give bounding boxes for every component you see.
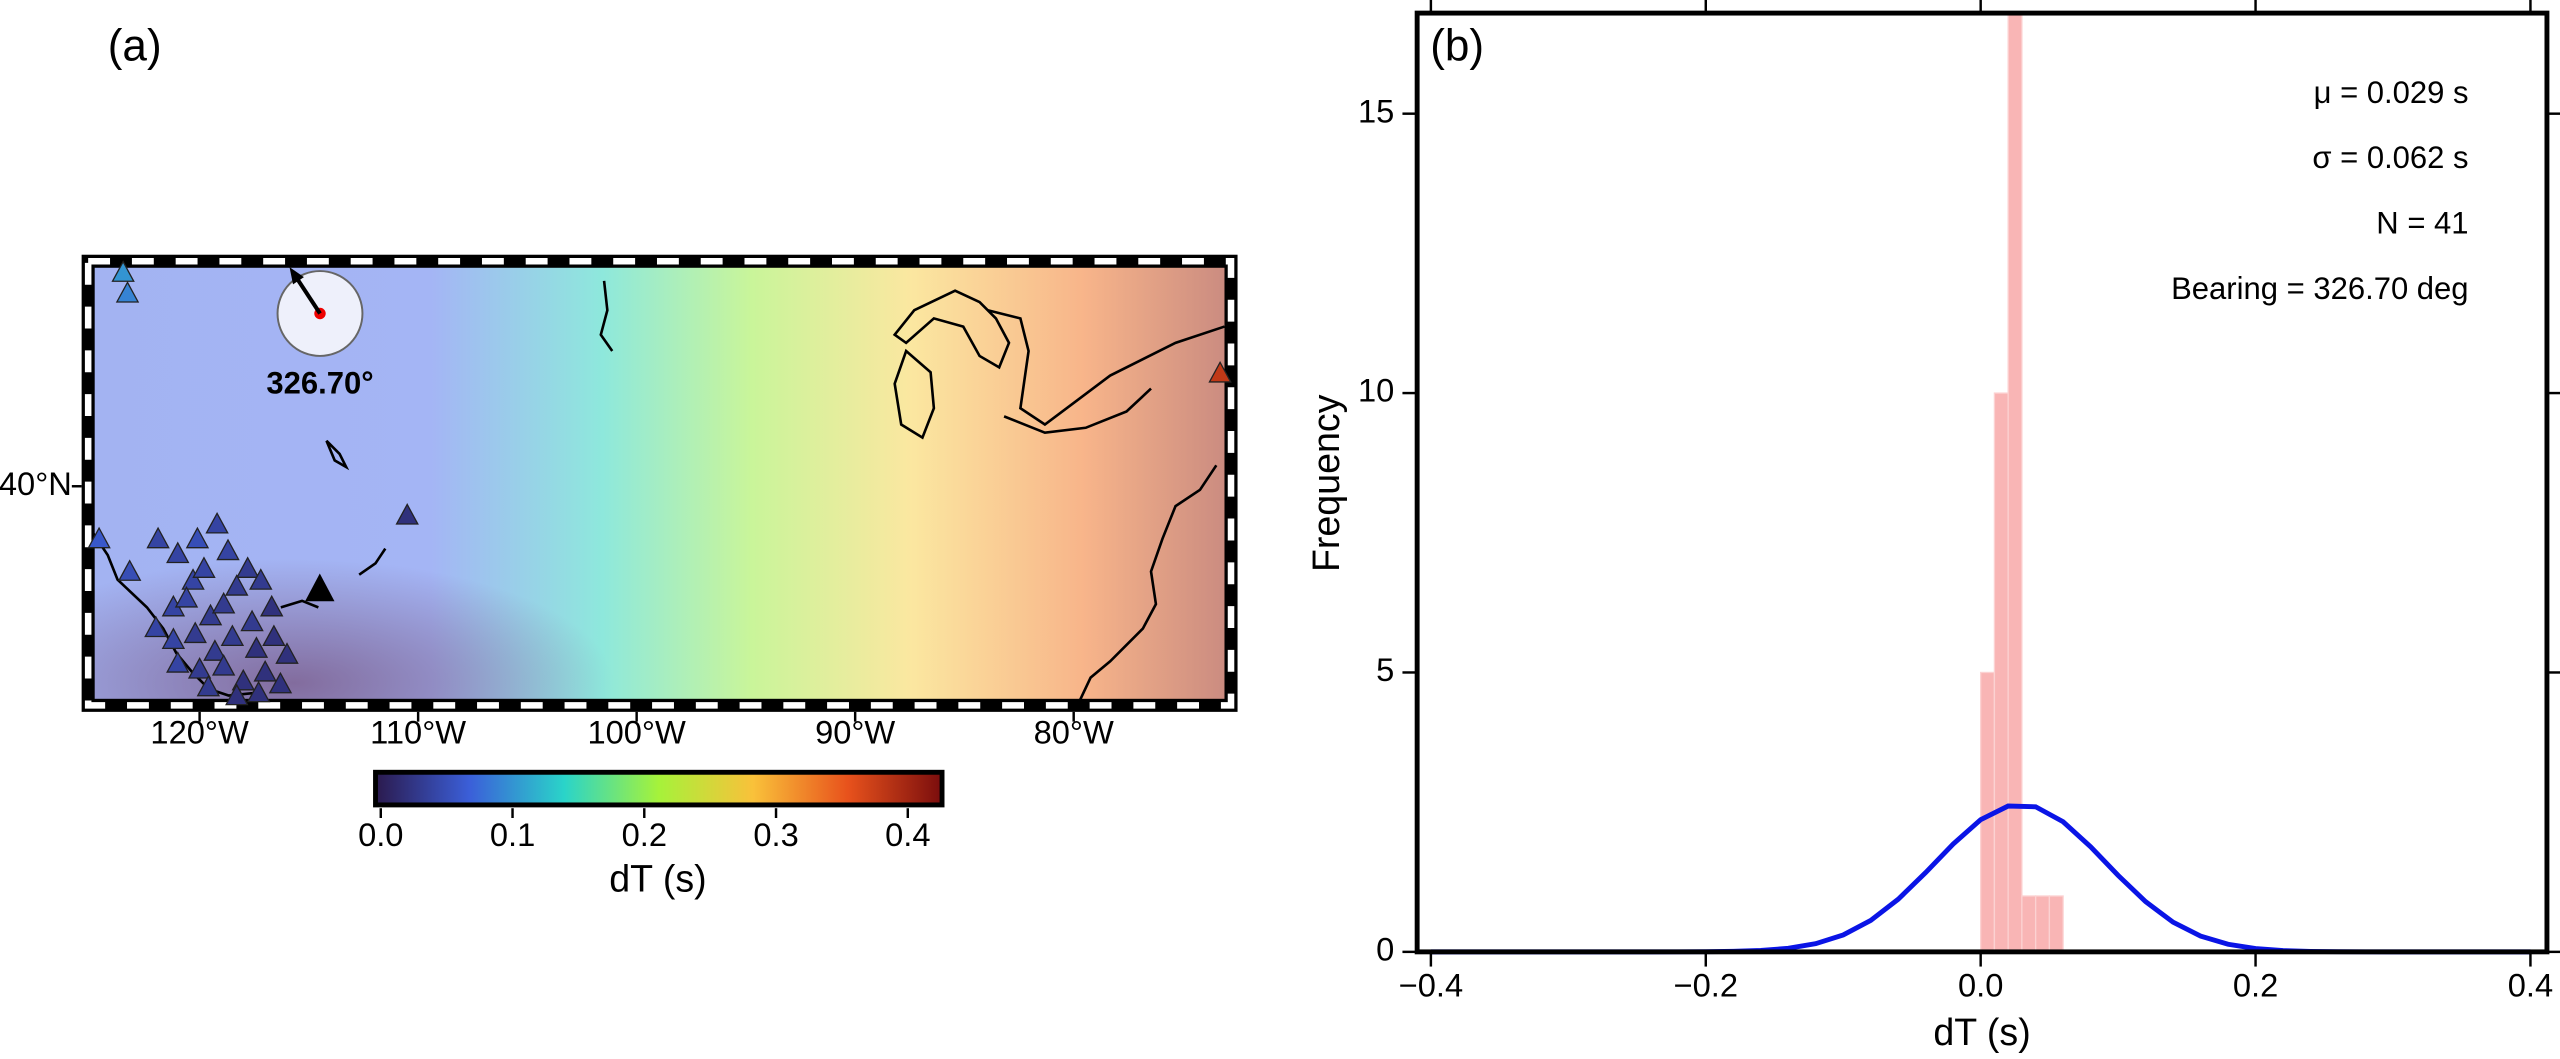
bar — [1993, 392, 2009, 952]
station — [253, 659, 277, 682]
y-tick-label: 10 — [1358, 372, 1394, 409]
station — [225, 574, 249, 596]
station — [249, 568, 273, 590]
annotation: σ = 0.062 s — [2312, 140, 2468, 175]
x-axis-label: dT (s) — [1933, 1011, 2030, 1053]
station — [211, 591, 236, 614]
histogram-panel: (b) dT (s) Frequency −0.4 −0.2 0.0 0.2 0.4 0 5… — [1305, 0, 2560, 1053]
bar — [2007, 13, 2023, 952]
reference-station — [305, 573, 335, 602]
station — [115, 281, 140, 303]
coastlines — [90, 280, 1225, 706]
map-frame-checker — [84, 257, 1235, 709]
station — [117, 559, 142, 581]
colorbar-tick-label: 0.1 — [490, 816, 535, 853]
y-tick-label: 0 — [1376, 930, 1394, 967]
station — [166, 651, 190, 673]
station — [183, 621, 207, 644]
station — [146, 526, 170, 549]
bar — [2034, 895, 2051, 952]
colorbar-tick-label: 0.3 — [753, 816, 798, 853]
station — [220, 624, 245, 647]
y-tick-label: 5 — [1376, 651, 1394, 688]
annotation: N = 41 — [2376, 206, 2468, 241]
station — [144, 615, 168, 638]
station — [244, 636, 269, 658]
station — [185, 526, 210, 549]
station — [198, 603, 223, 626]
colorbar-tick-label: 0.4 — [885, 816, 930, 853]
y-tick-label: 40°N — [0, 465, 72, 502]
station — [235, 556, 260, 578]
station — [275, 642, 299, 664]
station — [262, 624, 286, 647]
colorbar-tick-label: 0.0 — [358, 816, 403, 853]
x-tick-label: 0.2 — [2233, 966, 2278, 1003]
station — [87, 526, 111, 549]
panel-label: (a) — [108, 22, 162, 71]
station — [268, 671, 293, 694]
x-tick-label: 120°W — [150, 713, 249, 750]
station — [231, 668, 256, 691]
station — [246, 680, 271, 703]
map-field-shade — [88, 261, 1232, 706]
station — [205, 511, 229, 534]
x-tick-label: −0.2 — [1674, 966, 1738, 1003]
map-panel: (a) 326.70° dT (s) 120°W 110°W 100°W 90°W 80… — [0, 22, 1238, 900]
x-tick-label: 0.0 — [1958, 966, 2003, 1003]
x-tick-label: 100°W — [587, 713, 686, 750]
station — [181, 568, 205, 590]
x-tick-label: 0.4 — [2508, 966, 2553, 1003]
bar — [2021, 895, 2037, 952]
x-tick-label: 110°W — [370, 713, 466, 750]
station — [111, 260, 135, 282]
station — [174, 585, 199, 608]
x-tick-label: 90°W — [815, 713, 895, 750]
colorbar-tick-label: 0.2 — [622, 816, 667, 853]
axes-frame — [1414, 10, 2550, 955]
colorbar — [373, 769, 945, 808]
bearing-arrowhead — [289, 267, 304, 285]
station — [225, 683, 249, 706]
station — [1208, 360, 1232, 383]
annotation: Bearing = 326.70 deg — [2171, 271, 2468, 306]
station — [260, 594, 284, 617]
station — [395, 503, 419, 525]
annotation: μ = 0.029 s — [2314, 75, 2469, 110]
station — [192, 556, 216, 578]
station — [166, 541, 190, 564]
station — [203, 639, 227, 661]
station — [161, 627, 186, 650]
y-tick-label: 15 — [1358, 92, 1394, 129]
bar — [2048, 895, 2064, 952]
y-axis-label: Frequency — [1305, 394, 1347, 572]
x-tick-label: 80°W — [1034, 713, 1114, 750]
panel-label: (b) — [1430, 22, 1484, 71]
colorbar-label: dT (s) — [609, 858, 706, 900]
station — [187, 657, 212, 679]
station — [211, 654, 236, 676]
bearing-label: 326.70° — [266, 366, 373, 401]
station — [240, 609, 264, 632]
station — [196, 674, 221, 697]
station — [216, 538, 240, 561]
x-tick-label: −0.4 — [1399, 966, 1463, 1003]
